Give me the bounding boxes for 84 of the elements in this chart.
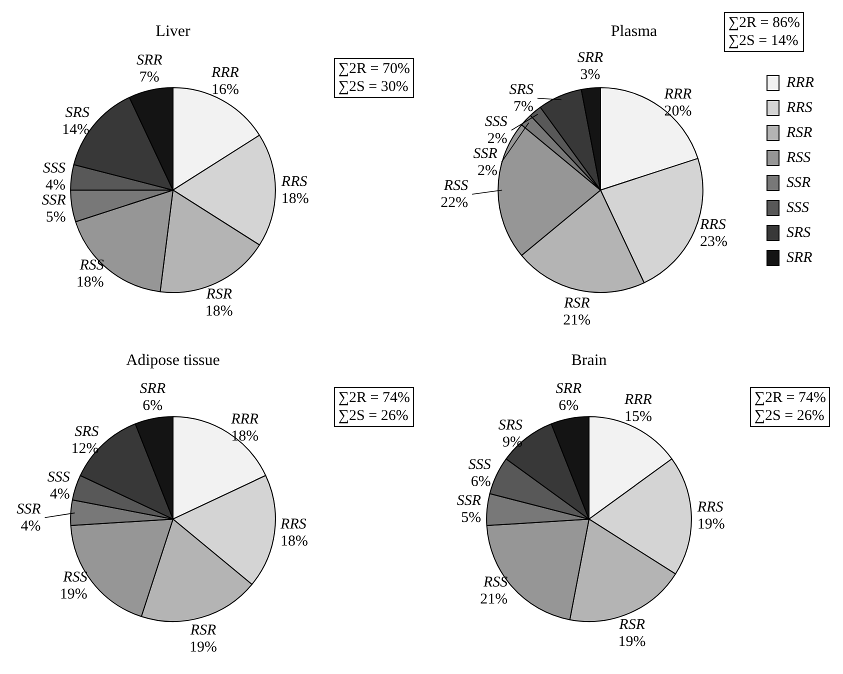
- text: ∑2R = 74%: [754, 389, 826, 407]
- slice-label: SRR: [577, 50, 604, 66]
- data-label: 18%: [231, 428, 259, 444]
- data-label: 22%: [440, 195, 468, 212]
- slice-label: SRR: [556, 380, 582, 397]
- data-label: 23%: [700, 234, 728, 250]
- data-label: 2%: [477, 163, 498, 180]
- data-label: 6%: [470, 474, 491, 490]
- data-label: 5%: [46, 209, 66, 226]
- legend-label: SRR: [786, 250, 812, 266]
- slice-label: RSS: [482, 574, 508, 591]
- slice-label: SRS: [509, 82, 534, 98]
- data-label: 3%: [580, 67, 600, 84]
- data-label: 20%: [664, 103, 692, 120]
- data-label: 19%: [189, 640, 217, 656]
- data-label: 6%: [142, 398, 163, 414]
- data-label: 16%: [211, 82, 239, 98]
- text: ∑2S = 14%: [728, 32, 800, 50]
- data-label: 9%: [502, 434, 523, 450]
- data-label: 19%: [618, 634, 646, 650]
- data-label: 4%: [50, 486, 70, 503]
- data-label: 5%: [461, 510, 482, 526]
- slice-label: RRR: [663, 86, 692, 102]
- legend-label: SRS: [786, 224, 812, 241]
- slice-label: RRR: [210, 65, 239, 82]
- slice-label: RSR: [205, 286, 232, 303]
- data-label: 6%: [558, 398, 579, 414]
- legend-label: RRS: [786, 100, 813, 116]
- chart-title: Plasma: [610, 22, 658, 40]
- data-label: 18%: [205, 304, 233, 320]
- legend-label: RSR: [786, 124, 812, 141]
- text: ∑2S = 26%: [754, 407, 826, 425]
- slice-label: RSR: [189, 622, 216, 639]
- chart-title: Liver: [156, 22, 191, 40]
- data-label: 12%: [71, 441, 99, 458]
- slice-label: RRR: [623, 392, 652, 408]
- slice-label: RRS: [699, 217, 726, 234]
- slice-label: SRR: [136, 52, 162, 69]
- data-label: 19%: [697, 516, 725, 533]
- legend-label: SSR: [786, 174, 811, 191]
- data-label: 4%: [45, 177, 66, 194]
- data-label: 21%: [480, 592, 508, 608]
- slice-label: SSR: [42, 192, 66, 208]
- data-label: 4%: [20, 518, 41, 535]
- data-label: 18%: [280, 534, 308, 550]
- slice-label: SSS: [468, 456, 492, 473]
- slice-label: RRS: [696, 500, 724, 516]
- slice-label: RSS: [62, 569, 88, 586]
- slice-label: RRR: [230, 412, 259, 428]
- slice-label: SSR: [456, 492, 482, 509]
- slice-label: SSR: [473, 146, 498, 162]
- data-label: 7%: [513, 99, 534, 116]
- slice-label: RRS: [280, 516, 307, 533]
- text: ∑2S = 30%: [338, 78, 410, 96]
- slice-label: SSS: [47, 470, 70, 486]
- data-label: 14%: [62, 122, 90, 138]
- slice-label: SRS: [498, 417, 524, 434]
- text: ∑2R = 74%: [338, 389, 410, 407]
- chart-title: Brain: [571, 352, 607, 369]
- data-label: 2%: [487, 131, 508, 148]
- legend-label: SSS: [786, 200, 810, 216]
- legend-label: RSS: [786, 150, 812, 166]
- data-label: 15%: [624, 409, 652, 426]
- data-label: 7%: [139, 70, 160, 86]
- slice-label: SSS: [484, 114, 508, 130]
- slice-label: RSR: [562, 295, 590, 312]
- data-label: 18%: [76, 274, 104, 291]
- text: ∑2R = 86%: [728, 14, 800, 32]
- slice-label: RSR: [618, 617, 645, 634]
- slice-label: SSR: [16, 502, 41, 518]
- legend-label: RRR: [786, 74, 814, 91]
- slice-label: RSS: [78, 258, 104, 274]
- slice-label: SRS: [65, 104, 90, 121]
- slice-label: SRR: [140, 380, 166, 397]
- text: ∑2R = 70%: [338, 60, 410, 78]
- slice-label: RRS: [280, 174, 308, 190]
- slice-label: SSS: [42, 160, 66, 176]
- slice-label: RSS: [442, 178, 469, 194]
- chart-title: Adipose tissue: [126, 352, 220, 369]
- data-label: 19%: [60, 586, 88, 602]
- text: ∑2S = 26%: [338, 407, 410, 425]
- data-label: 18%: [281, 191, 309, 208]
- slice-label: SRS: [74, 424, 100, 440]
- data-label: 21%: [563, 312, 591, 328]
